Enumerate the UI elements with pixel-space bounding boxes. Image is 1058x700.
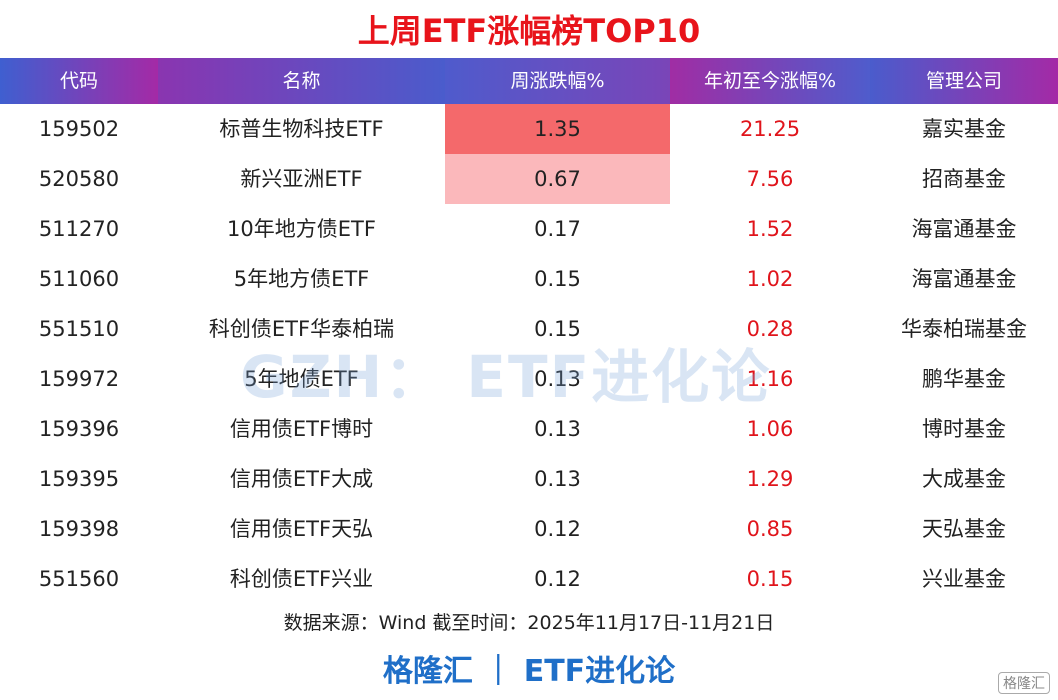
ytd-change: 1.06 xyxy=(746,417,794,441)
code: 159398 xyxy=(38,517,120,541)
source: 数据来源：Wind 截至时间：2025年11月17日-11月21日 xyxy=(283,612,775,634)
column-header: 名称 xyxy=(158,58,445,104)
manager: 博时基金 xyxy=(922,417,1006,441)
weekly-change: 0.15 xyxy=(534,267,581,291)
code: 159502 xyxy=(38,117,120,141)
column-header: 周涨跌幅% xyxy=(445,58,670,104)
manager: 华泰柏瑞基金 xyxy=(901,317,1027,341)
column-header: 代码 xyxy=(0,58,158,104)
fund-name: 科创债ETF华泰柏瑞 xyxy=(208,317,395,341)
manager: 海富通基金 xyxy=(911,217,1017,241)
manager: 招商基金 xyxy=(922,167,1006,191)
manager: 海富通基金 xyxy=(911,267,1017,291)
fund-name: 5年地债ETF xyxy=(244,367,359,391)
code: 159972 xyxy=(38,367,120,391)
weekly-change: 0.12 xyxy=(534,517,581,541)
footer: 格隆汇 ｜ ETF进化论 xyxy=(382,654,676,689)
fund-name: 5年地方债ETF xyxy=(233,267,370,291)
code: 520580 xyxy=(38,167,120,191)
code: 159395 xyxy=(38,467,120,491)
fund-name: 新兴亚洲ETF xyxy=(240,167,363,191)
fund-name: 10年地方债ETF xyxy=(227,217,376,241)
column-header: 管理公司 xyxy=(870,58,1058,104)
fund-name: 科创债ETF兴业 xyxy=(229,567,374,591)
weekly-change: 0.13 xyxy=(534,367,581,391)
code: 551560 xyxy=(38,567,120,591)
fund-name: 信用债ETF大成 xyxy=(229,467,374,491)
logo: 格隆汇 xyxy=(998,672,1050,694)
weekly-change: 0.15 xyxy=(534,317,581,341)
title: 上周ETF涨幅榜TOP10 xyxy=(357,12,701,50)
ytd-change: 21.25 xyxy=(739,117,801,141)
manager: 鹏华基金 xyxy=(922,367,1006,391)
fund-name: 标普生物科技ETF xyxy=(219,117,384,141)
weekly-change: 0.67 xyxy=(445,154,670,204)
ytd-change: 1.16 xyxy=(746,367,794,391)
manager: 兴业基金 xyxy=(922,567,1006,591)
weekly-change: 0.13 xyxy=(534,467,581,491)
weekly-change: 0.17 xyxy=(534,217,581,241)
manager: 嘉实基金 xyxy=(922,117,1006,141)
manager: 大成基金 xyxy=(922,467,1006,491)
ytd-change: 0.15 xyxy=(746,567,794,591)
code: 551510 xyxy=(38,317,120,341)
ytd-change: 1.29 xyxy=(746,467,794,491)
weekly-change: 0.13 xyxy=(534,417,581,441)
ytd-change: 7.56 xyxy=(746,167,794,191)
watermark: GZH： ETF进化论 xyxy=(240,343,772,411)
ytd-change: 0.28 xyxy=(746,317,794,341)
code: 511270 xyxy=(38,217,120,241)
column-header: 年初至今涨幅% xyxy=(670,58,870,104)
ytd-change: 1.02 xyxy=(746,267,794,291)
weekly-change: 0.12 xyxy=(534,567,581,591)
ytd-change: 1.52 xyxy=(746,217,794,241)
ytd-change: 0.85 xyxy=(746,517,794,541)
fund-name: 信用债ETF天弘 xyxy=(229,517,374,541)
manager: 天弘基金 xyxy=(922,517,1006,541)
code: 511060 xyxy=(38,267,120,291)
code: 159396 xyxy=(38,417,120,441)
weekly-change: 1.35 xyxy=(445,104,670,154)
fund-name: 信用债ETF博时 xyxy=(229,417,374,441)
